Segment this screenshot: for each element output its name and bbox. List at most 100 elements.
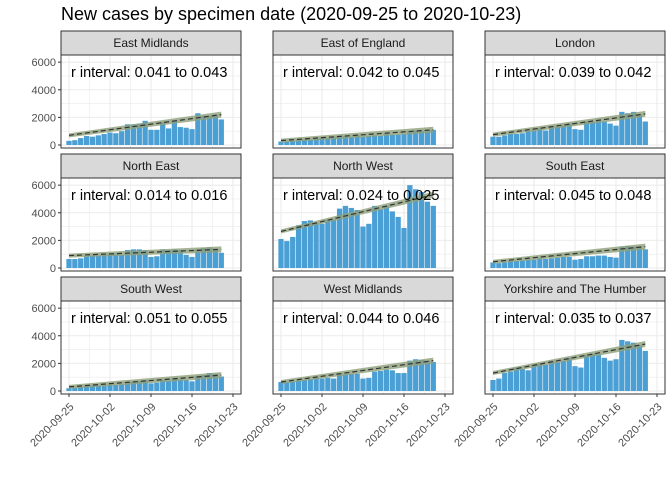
bar (95, 385, 101, 391)
bar (496, 263, 502, 268)
panel: North East r interval: 0.014 to 0.016 0 200… (32, 153, 242, 275)
panel: East of England r interval: 0.042 to 0.04… (272, 30, 454, 149)
bar (389, 134, 395, 145)
bar (72, 387, 78, 391)
bar (336, 374, 343, 391)
x-tick-label: 2020-10-23 (404, 401, 452, 449)
bar (218, 119, 224, 145)
bar (496, 136, 502, 145)
bar (395, 134, 401, 145)
panel-border (60, 177, 242, 272)
bar (507, 261, 514, 268)
bar (578, 367, 584, 391)
bar (107, 132, 113, 145)
bar (625, 113, 631, 145)
y-tick-label: 0 (50, 140, 56, 152)
panel-strip-label: South East (546, 159, 605, 173)
bar (607, 123, 613, 145)
panel-border (272, 54, 454, 149)
bar (201, 116, 207, 145)
bar (401, 373, 407, 391)
bar (119, 131, 125, 145)
bar (119, 384, 125, 391)
bar (607, 256, 613, 268)
bar (136, 249, 142, 268)
panel-strip (484, 30, 666, 56)
bar (372, 371, 378, 391)
panel-strip (60, 276, 242, 302)
bar (66, 259, 72, 268)
panel-strip-label: Yorkshire and The Humber (504, 282, 647, 296)
bar (206, 373, 213, 391)
bar (418, 359, 425, 391)
bar (360, 378, 366, 391)
bar (307, 139, 313, 145)
bar (383, 205, 390, 268)
trend-line (492, 343, 646, 374)
bar (201, 247, 207, 268)
bar (295, 380, 302, 391)
bar (360, 226, 366, 268)
x-tick-label: 2020-10-23 (192, 401, 240, 449)
bar (630, 246, 637, 268)
bar (348, 207, 354, 268)
r-interval-annotation: r interval: 0.042 to 0.045 (283, 65, 439, 81)
y-tick-label: 4000 (32, 85, 56, 97)
bar (413, 359, 419, 391)
bar (619, 246, 625, 268)
bar (342, 205, 349, 268)
y-tick-label: 0 (50, 386, 56, 398)
bar (165, 128, 172, 145)
bar (189, 381, 195, 391)
panel: Yorkshire and The Humber r interval: 0.03… (452, 276, 666, 449)
bar (130, 124, 137, 145)
bar (354, 373, 360, 391)
bar (537, 258, 543, 268)
bar (513, 261, 520, 268)
bar (566, 123, 572, 145)
bar (348, 136, 354, 145)
bar (160, 122, 166, 145)
bar (377, 136, 384, 145)
bar (142, 120, 148, 145)
bar (525, 131, 531, 145)
trend-line (68, 114, 222, 136)
r-interval-annotation: r interval: 0.014 to 0.016 (71, 188, 227, 204)
bar (572, 259, 578, 268)
bar (124, 250, 131, 268)
bar (407, 131, 413, 145)
r-interval-annotation: r interval: 0.044 to 0.046 (283, 311, 439, 327)
r-interval-annotation: r interval: 0.041 to 0.043 (71, 65, 227, 81)
bar (430, 205, 436, 268)
bar (78, 386, 84, 391)
bar (366, 223, 372, 268)
bar (360, 136, 366, 145)
bar (101, 133, 107, 145)
bar (407, 360, 413, 391)
bar (601, 255, 607, 268)
bar (319, 138, 325, 145)
bar (642, 249, 648, 268)
r-interval-annotation: r interval: 0.051 to 0.055 (71, 311, 227, 327)
bar (95, 135, 101, 145)
bar (548, 258, 555, 268)
bar (613, 125, 619, 145)
bar (136, 381, 142, 391)
bar (395, 373, 401, 391)
panel-border (60, 54, 242, 149)
bar (490, 262, 496, 268)
bar (578, 259, 584, 268)
panel: West Midlands r interval: 0.044 to 0.046 2… (240, 276, 454, 449)
bar (301, 379, 308, 391)
bar (107, 254, 113, 268)
bar (531, 130, 537, 145)
bar (319, 378, 325, 391)
bar (513, 367, 520, 391)
bar (89, 255, 96, 268)
bar (613, 359, 619, 391)
bar (418, 192, 425, 268)
panel: North West r interval: 0.024 to 0.025 (272, 153, 454, 272)
bar (584, 121, 590, 145)
bar (502, 135, 508, 145)
bar (525, 259, 531, 268)
